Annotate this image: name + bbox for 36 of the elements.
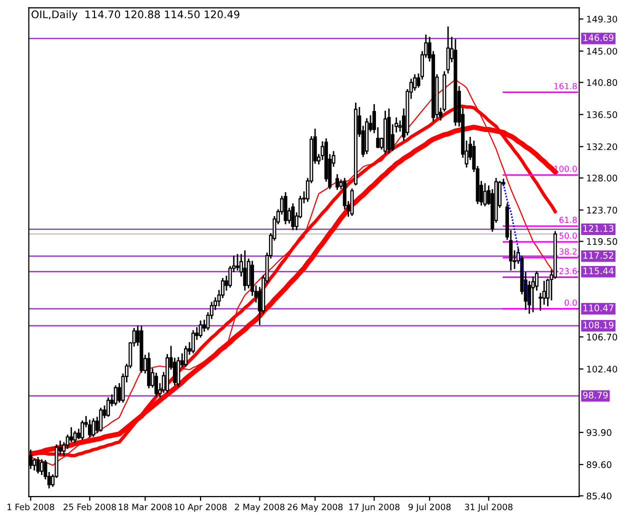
x-tick-label: 17 Jun 2008 [349, 504, 400, 512]
chart-title: OIL,Daily 114.70 120.88 114.50 120.49 [32, 10, 240, 20]
series-label: 23.6 [559, 268, 577, 274]
ref-line-label: 98.79 [583, 392, 608, 399]
x-tick-label: 9 Jul 2008 [408, 504, 451, 512]
x-tick-label: 31 Jul 2008 [464, 504, 512, 512]
y-tick-label: 128.00 [587, 174, 618, 182]
y-tick-label: 93.90 [586, 429, 612, 436]
y-tick-label: 149.30 [587, 16, 618, 23]
x-tick-label: 10 Apr 2008 [174, 504, 227, 512]
y-tick-label: 145.00 [587, 48, 618, 55]
x-tick-label: 26 May 2008 [288, 504, 343, 512]
ref-line-label: 108.19 [583, 322, 614, 328]
x-tick-label: 1 Feb 2008 [8, 504, 54, 510]
series-label: 161.8 [554, 82, 577, 90]
series-label: 38.2 [559, 248, 577, 255]
x-tick-label: 25 Feb 2008 [64, 504, 116, 510]
y-tick-label: 85.40 [586, 492, 612, 500]
ref-line-label: 146.69 [583, 34, 614, 42]
series-label: 50.0 [559, 232, 577, 239]
ref-line-label: 121.13 [583, 225, 614, 232]
y-tick-label: 119.50 [587, 238, 618, 245]
ref-line-label: 117.52 [583, 252, 614, 259]
y-tick-label: 140.80 [587, 79, 618, 86]
y-tick-label: 123.70 [587, 206, 618, 214]
y-tick-label: 136.50 [587, 111, 618, 118]
y-tick-label: 89.60 [586, 461, 612, 468]
y-tick-label: 132.20 [587, 143, 618, 150]
x-tick-label: 18 Mar 2008 [118, 504, 172, 510]
series-label: 61.8 [559, 216, 577, 224]
ref-line-label: 110.47 [583, 304, 614, 312]
y-tick-label: 106.70 [587, 334, 618, 340]
ref-line-label: 115.44 [583, 268, 614, 274]
y-tick-label: 102.40 [587, 366, 618, 373]
series-label: 0.0 [564, 299, 577, 306]
x-tick-label: 2 May 2008 [234, 504, 284, 512]
